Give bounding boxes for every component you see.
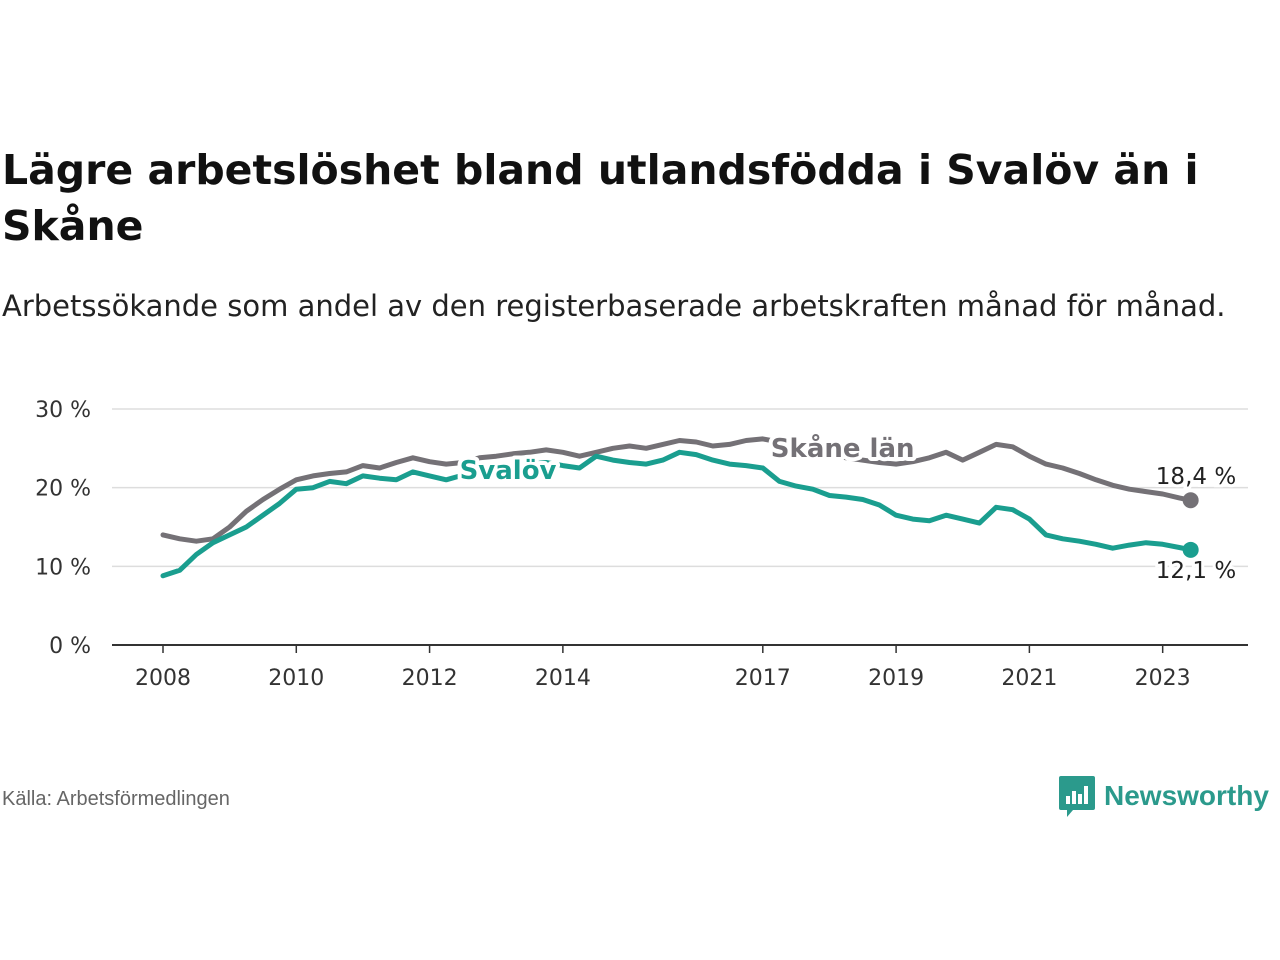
chart-subtitle: Arbetssökande som andel av den registerb…: [2, 289, 1226, 323]
newsworthy-logo: Newsworthy: [1058, 774, 1269, 818]
x-tick-label: 2014: [535, 666, 591, 691]
bar-chart-icon: [1059, 776, 1095, 817]
x-tick-label: 2023: [1135, 666, 1191, 691]
x-tick-label: 2019: [868, 666, 924, 691]
series-line-svalov: [160, 449, 1194, 579]
source-note: Källa: Arbetsförmedlingen: [2, 788, 230, 810]
series-line-skane: [160, 436, 1194, 544]
x-axis: 2008 2010 2012 2014 2017 2019 2021 2023: [112, 644, 1248, 691]
end-point-svalov: [1182, 541, 1199, 558]
end-label-svalov: 12,1 %: [1156, 558, 1236, 584]
x-tick-label: 2017: [735, 666, 791, 691]
series-label-skane: Skåne län: [771, 432, 915, 464]
series-label-svalov-halo: Svalöv: [460, 456, 557, 486]
end-point-skane: [1182, 492, 1199, 509]
y-axis-labels: 0 % 10 % 20 % 30 %: [35, 398, 91, 659]
chart-title: Lägre arbetslöshet bland utlandsfödda i …: [2, 146, 1199, 250]
y-tick-label: 20 %: [35, 477, 91, 502]
y-tick-label: 0 %: [49, 634, 91, 659]
brand-name: Newsworthy: [1104, 780, 1269, 811]
x-tick-label: 2008: [135, 666, 191, 691]
x-tick-label: 2010: [268, 666, 324, 691]
x-tick-label: 2021: [1001, 666, 1057, 691]
end-label-skane-halo: 18,4 %: [1156, 464, 1236, 490]
series-label-skane-halo: Skåne län: [771, 432, 915, 464]
y-tick-label: 10 %: [35, 555, 91, 580]
end-label-skane: 18,4 %: [1156, 464, 1236, 490]
series-label-svalov: Svalöv: [460, 456, 557, 486]
end-label-svalov-halo: 12,1 %: [1156, 558, 1236, 584]
series-lines: [160, 436, 1199, 579]
y-tick-label: 30 %: [35, 398, 91, 423]
line-chart: 0 % 10 % 20 % 30 % 2008 2010 2012 2014 2017 2019…: [35, 398, 1248, 691]
x-tick-label: 2012: [402, 666, 458, 691]
